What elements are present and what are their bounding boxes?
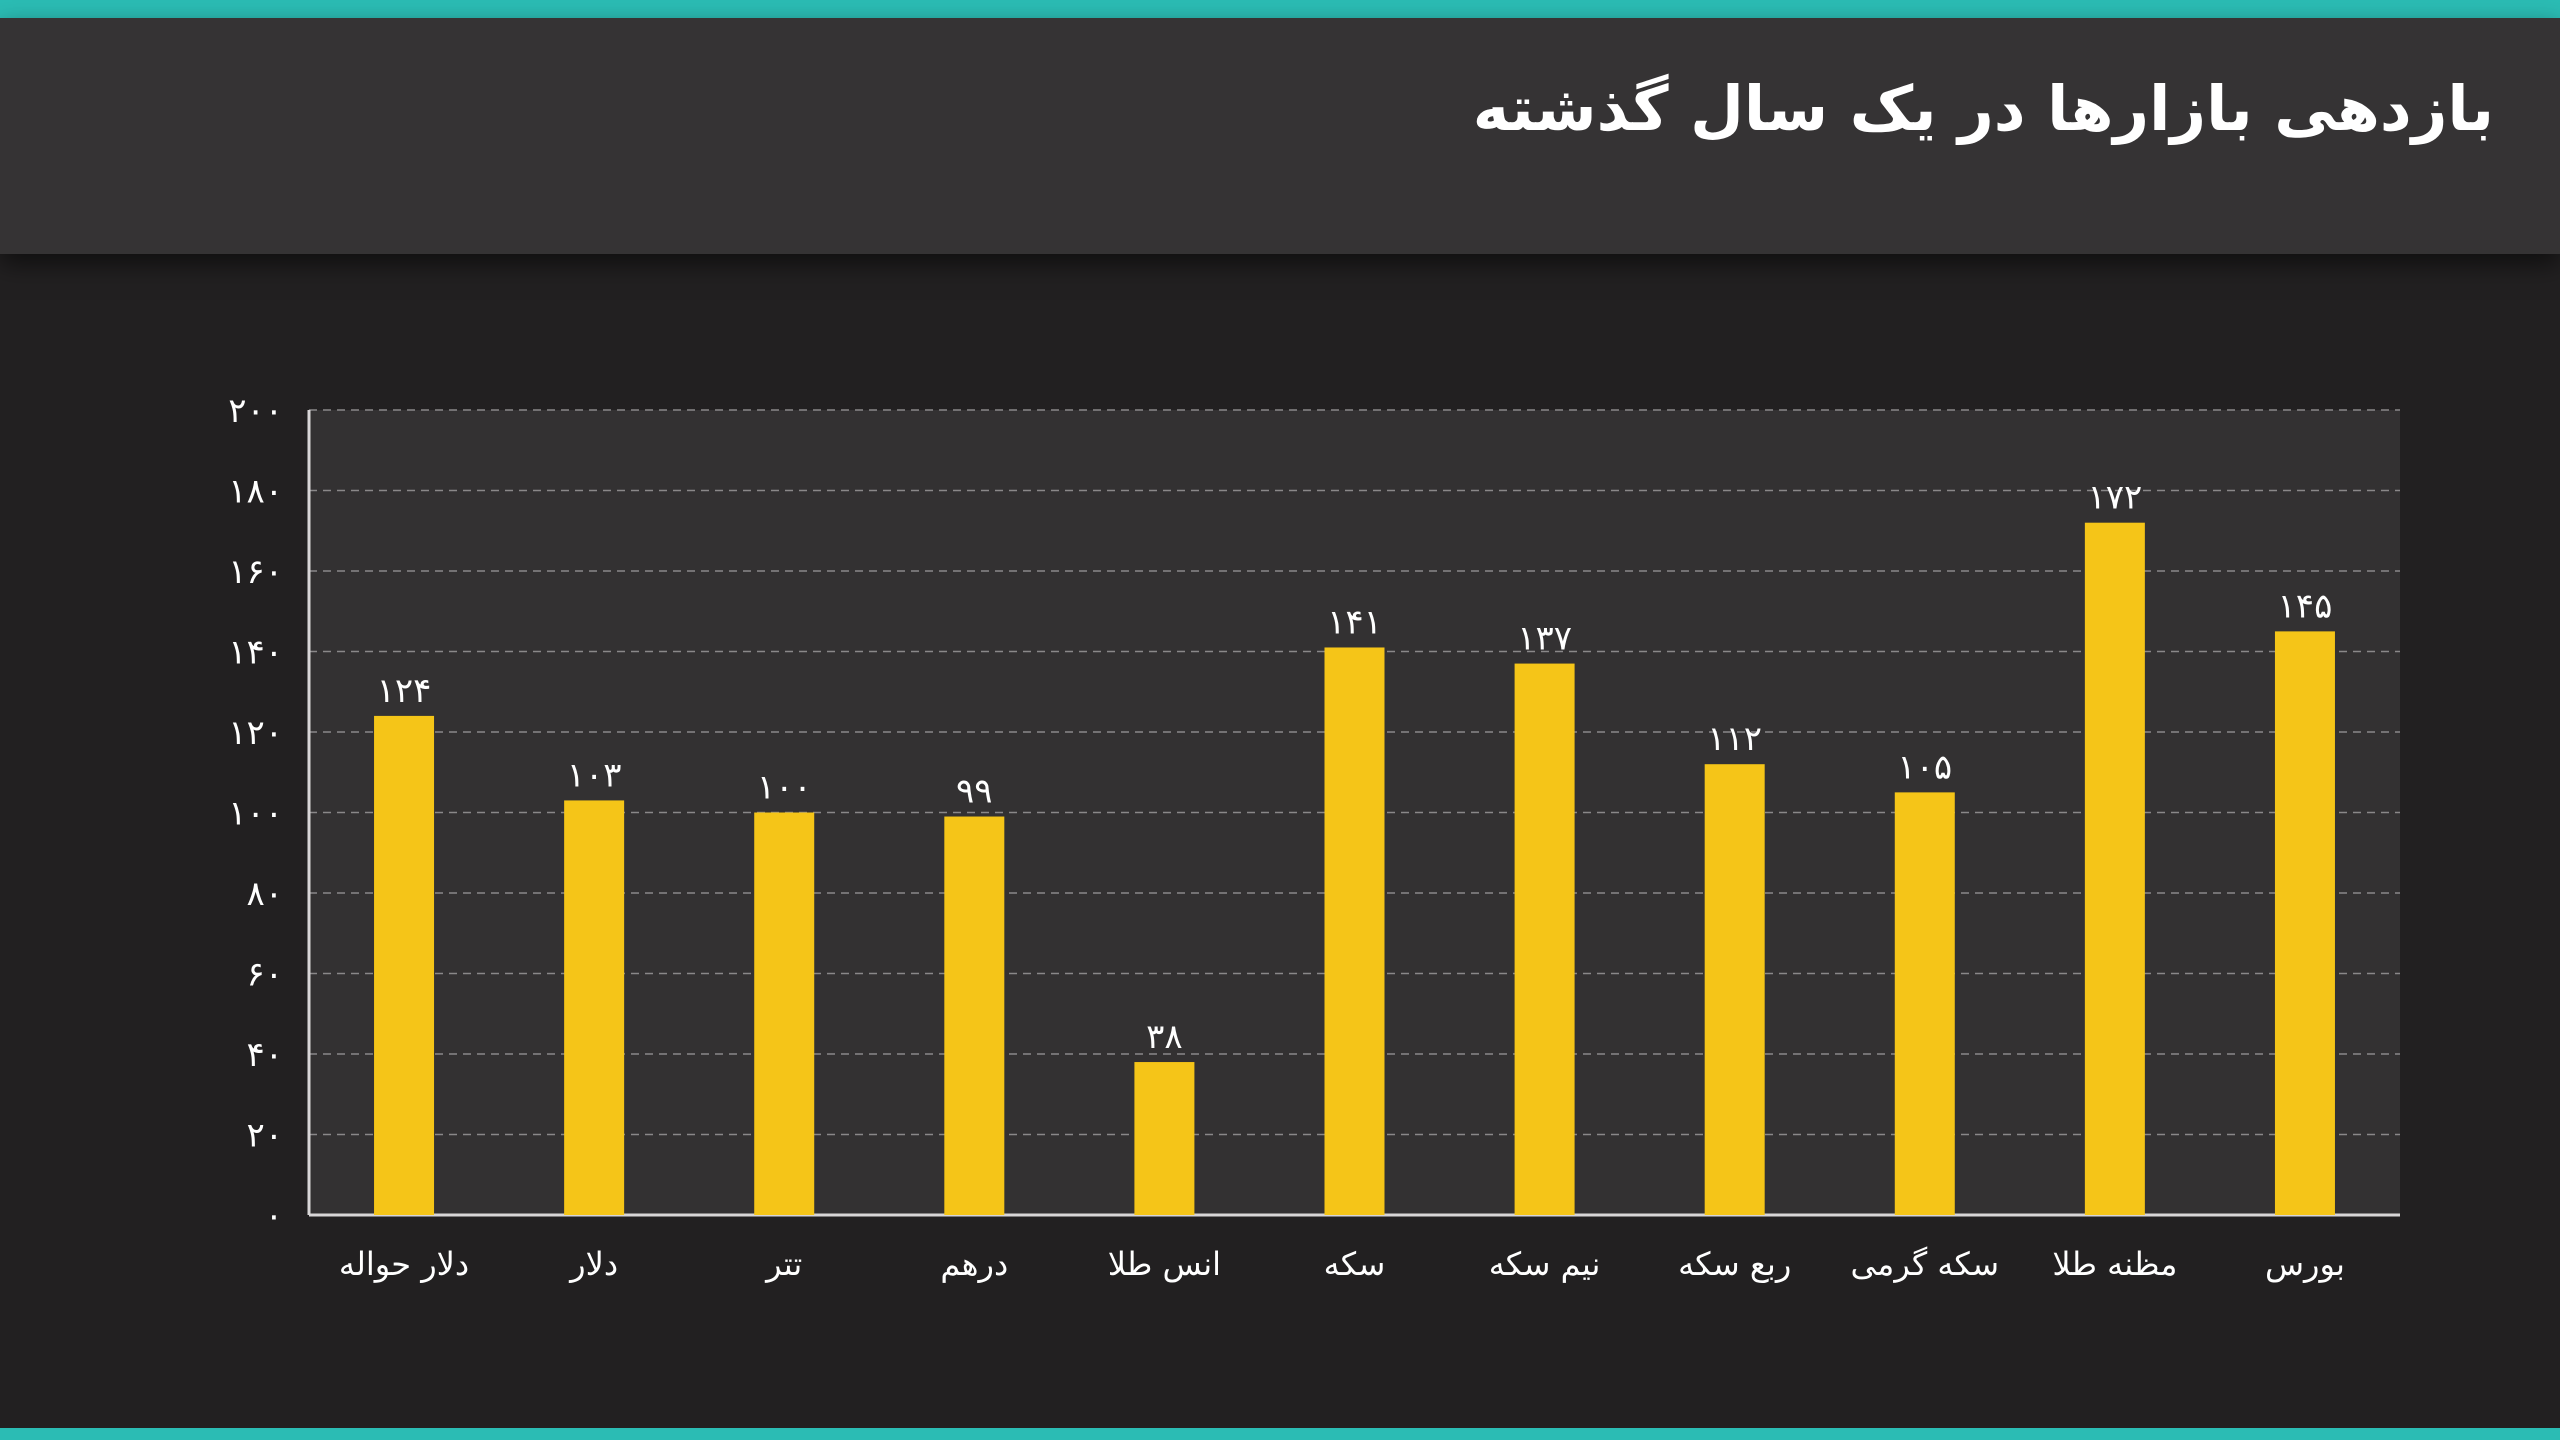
bar-value-label: ۱۴۵ [2278, 586, 2333, 626]
chart-title: بازدهی بازارها در یک سال گذشته [1472, 72, 2494, 145]
x-category-label: بورس [2265, 1245, 2345, 1283]
bar-value-label: ۱۰۰ [757, 768, 812, 808]
x-category-label: سکه [1324, 1245, 1386, 1283]
bar [1894, 792, 1955, 1215]
bar [1134, 1062, 1195, 1215]
bar-value-label: ۱۳۷ [1517, 619, 1572, 659]
bottom-accent-bar [0, 1428, 2560, 1440]
x-category-label: تتر [764, 1245, 802, 1283]
y-tick-label: ۶۰ [246, 955, 283, 995]
x-category-label: مظنه طلا [2052, 1245, 2177, 1283]
y-tick-label: ۰ [265, 1196, 283, 1236]
bar-value-label: ۳۸ [1146, 1017, 1183, 1057]
x-category-label: ربع سکه [1678, 1245, 1791, 1283]
bar-value-label: ۱۱۲ [1707, 719, 1762, 759]
bar-value-label: ۱۲۴ [377, 671, 432, 711]
bar [1324, 647, 1385, 1215]
bar-value-label: ۹۹ [956, 772, 993, 812]
y-tick-label: ۸۰ [246, 874, 283, 914]
y-tick-label: ۱۴۰ [228, 633, 283, 673]
bar [1514, 663, 1575, 1215]
bar-value-label: ۱۴۱ [1327, 602, 1382, 642]
bar [374, 715, 435, 1215]
bar-value-label: ۱۰۵ [1897, 747, 1952, 787]
y-tick-label: ۱۰۰ [228, 794, 283, 834]
x-category-label: درهم [940, 1245, 1008, 1283]
header-band: بازدهی بازارها در یک سال گذشته [0, 18, 2560, 254]
y-tick-label: ۱۲۰ [228, 713, 283, 753]
x-category-label: دلار [568, 1245, 618, 1283]
bar [2084, 522, 2145, 1215]
x-category-label: سکه گرمی [1851, 1245, 2000, 1283]
x-category-label: نیم سکه [1489, 1245, 1601, 1283]
bar-value-label: ۱۰۳ [567, 755, 622, 795]
x-category-label: دلار حواله [339, 1245, 469, 1283]
y-tick-label: ۱۶۰ [228, 552, 283, 592]
bar [944, 816, 1005, 1215]
top-accent-bar [0, 0, 2560, 18]
bar [1704, 764, 1765, 1215]
y-tick-label: ۲۰۰ [228, 391, 283, 431]
bar [564, 800, 625, 1215]
y-tick-label: ۴۰ [246, 1035, 283, 1075]
bar [2274, 631, 2335, 1215]
y-tick-label: ۲۰ [246, 1116, 283, 1156]
y-tick-label: ۱۸۰ [228, 472, 283, 512]
bar-value-label: ۱۷۲ [2087, 478, 2142, 518]
bar [754, 812, 815, 1215]
x-category-label: انس طلا [1108, 1245, 1221, 1283]
